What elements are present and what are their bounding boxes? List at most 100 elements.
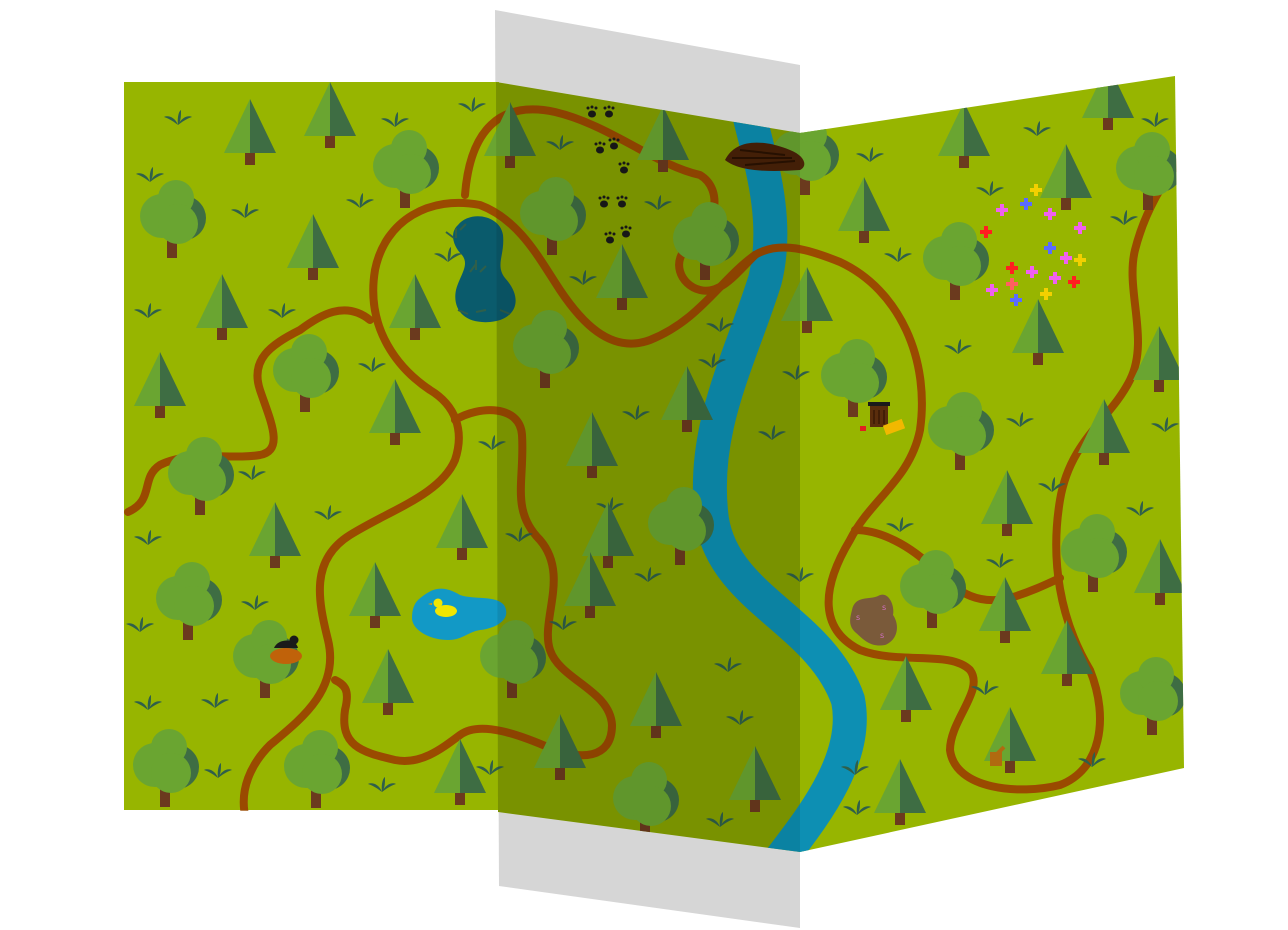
pine-tree-icon bbox=[534, 714, 586, 780]
grass-tuft-icon bbox=[1151, 417, 1179, 432]
wildflower bbox=[1060, 252, 1072, 264]
north-pond bbox=[453, 216, 516, 323]
grass-tuft-icon bbox=[886, 517, 914, 532]
deciduous-tree-icon bbox=[480, 620, 546, 698]
grass-tuft-icon bbox=[164, 110, 192, 125]
trail-west-branch bbox=[124, 306, 374, 516]
pine-tree-icon bbox=[1040, 144, 1092, 210]
grass-tuft-icon bbox=[476, 760, 504, 775]
grass-tuft-icon bbox=[238, 465, 266, 480]
stump-icon bbox=[990, 745, 1006, 766]
trail-upper-loop bbox=[239, 198, 759, 819]
grass-tuft-icon bbox=[546, 135, 574, 150]
grass-tuft-icon bbox=[1006, 412, 1034, 427]
grass-tuft-icon bbox=[782, 365, 810, 380]
pine-tree-icon bbox=[349, 562, 401, 628]
grass-tuft-icon bbox=[706, 812, 734, 827]
paw-prints-icon bbox=[586, 105, 632, 244]
grass-tuft-icon bbox=[126, 617, 154, 632]
grass-tuft-icon bbox=[622, 405, 650, 420]
pine-tree-icon bbox=[1133, 326, 1184, 392]
pine-tree-icon bbox=[249, 502, 301, 568]
mud-icon: s s s bbox=[850, 594, 897, 646]
grass-tuft-icon bbox=[346, 193, 374, 208]
deciduous-tree-icon bbox=[1061, 514, 1127, 592]
pine-tree-icon bbox=[938, 102, 990, 168]
deciduous-tree-icon bbox=[648, 487, 714, 565]
pine-tree-icon bbox=[729, 746, 781, 812]
middle-map-panel bbox=[496, 82, 800, 852]
grass-tuft-icon bbox=[706, 317, 734, 332]
grass-tuft-icon bbox=[786, 567, 814, 582]
deciduous-tree-icon bbox=[821, 339, 887, 417]
wildflower bbox=[1049, 272, 1061, 284]
grass-tuft-icon bbox=[644, 195, 672, 210]
deciduous-tree-icon bbox=[284, 730, 350, 808]
wildflower bbox=[986, 284, 998, 296]
grass-tuft-icon bbox=[478, 435, 506, 450]
pine-tree-icon bbox=[781, 267, 833, 333]
flower-icon bbox=[980, 184, 1086, 306]
wildflower bbox=[1026, 266, 1038, 278]
wildflower bbox=[980, 226, 992, 238]
grass-tuft-icon bbox=[358, 357, 386, 372]
pine-tree-icon bbox=[566, 412, 618, 478]
pine-tree-icon bbox=[981, 470, 1033, 536]
grass-tuft-icon bbox=[1110, 210, 1138, 225]
grass-tuft-icon bbox=[134, 695, 162, 710]
pine-tree-icon bbox=[874, 759, 926, 825]
grass-tuft-icon bbox=[758, 425, 786, 440]
grass-tuft-icon bbox=[549, 615, 577, 630]
grass-tuft-icon bbox=[368, 777, 396, 792]
deciduous-tree-icon bbox=[140, 180, 206, 258]
pine-tree-icon bbox=[224, 99, 276, 165]
pine-tree-icon bbox=[838, 177, 890, 243]
pine-tree-icon bbox=[1078, 399, 1130, 465]
pine-tree-icon bbox=[630, 672, 682, 738]
trash-bin-icon bbox=[860, 402, 906, 436]
grass-tuft-icon bbox=[841, 760, 869, 775]
bird-icon bbox=[270, 635, 302, 664]
pine-tree-icon bbox=[1012, 299, 1064, 365]
deciduous-tree-icon bbox=[520, 177, 586, 255]
wildflower bbox=[1006, 278, 1018, 290]
grass-tuft-icon bbox=[204, 763, 232, 778]
grass-tuft-icon bbox=[505, 527, 533, 542]
wildflower bbox=[996, 204, 1008, 216]
grass-tuft-icon bbox=[714, 657, 742, 672]
grass-tuft-icon bbox=[136, 167, 164, 182]
grass-tuft-icon bbox=[434, 247, 462, 262]
trees bbox=[133, 76, 1184, 840]
pine-tree-icon bbox=[436, 494, 488, 560]
deciduous-tree-icon bbox=[900, 550, 966, 628]
pine-tree-icon bbox=[369, 379, 421, 445]
pine-tree-icon bbox=[880, 656, 932, 722]
wildflower bbox=[1006, 262, 1018, 274]
pine-tree-icon bbox=[564, 552, 616, 618]
pine-tree-icon bbox=[1041, 620, 1093, 686]
pine-tree-icon bbox=[596, 244, 648, 310]
grass-tuft-icon bbox=[698, 353, 726, 368]
pine-tree-icon bbox=[362, 649, 414, 715]
wildflower bbox=[1044, 242, 1056, 254]
duck-icon bbox=[428, 598, 457, 617]
grass-tuft-icon bbox=[134, 303, 162, 318]
grass-tuft-icon bbox=[201, 693, 229, 708]
grass-tuft-icon bbox=[976, 181, 1004, 196]
grass-tuft-icon bbox=[1038, 477, 1066, 492]
pine-tree-icon bbox=[979, 577, 1031, 643]
pond-reeds bbox=[445, 223, 511, 315]
grass-tuft-icon bbox=[884, 247, 912, 262]
wildflower bbox=[1010, 294, 1022, 306]
deciduous-tree-icon bbox=[1116, 132, 1182, 210]
svg-text:s: s bbox=[882, 603, 886, 612]
grass-tuft-icon bbox=[314, 505, 342, 520]
grass-tuft-icon bbox=[1126, 501, 1154, 516]
grass-tuft-icon bbox=[381, 112, 409, 127]
trail-main bbox=[751, 156, 1184, 794]
pine-tree-icon bbox=[389, 274, 441, 340]
deciduous-tree-icon bbox=[133, 729, 199, 807]
pine-tree-icon bbox=[134, 352, 186, 418]
pine-tree-icon bbox=[287, 214, 339, 280]
